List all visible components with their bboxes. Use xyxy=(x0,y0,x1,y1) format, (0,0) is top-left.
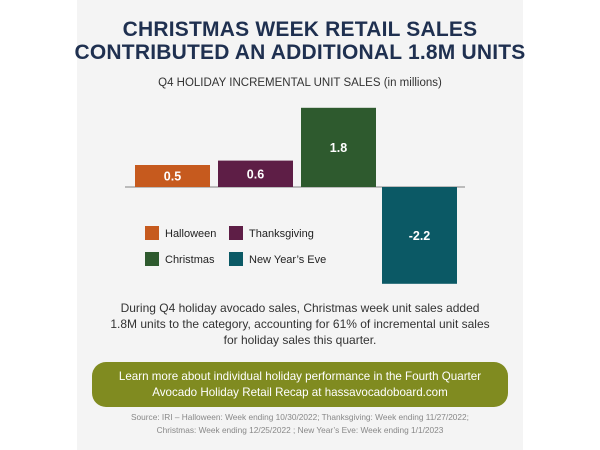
legend-swatch xyxy=(145,226,159,240)
bar-thanksgiving xyxy=(218,160,293,187)
bar-value-label: 0.6 xyxy=(247,167,264,181)
legend-swatch xyxy=(145,252,159,266)
source-line: Source: IRI – Halloween: Week ending 10/… xyxy=(131,412,469,422)
legend-label: New Year’s Eve xyxy=(249,254,326,266)
source-line: Christmas: Week ending 12/25/2022 ; New … xyxy=(156,424,444,435)
body-text: During Q4 holiday avocado sales, Christm… xyxy=(40,300,560,348)
body-line: for holiday sales this quarter. xyxy=(223,333,377,347)
headline-line-2: CONTRIBUTED AN ADDITIONAL 1.8M UNITS xyxy=(74,41,526,64)
bar-halloween xyxy=(135,165,210,187)
learn-more-banner[interactable]: Learn more about individual holiday perf… xyxy=(92,362,508,407)
cta-line: Avocado Holiday Retail Recap at hassavoc… xyxy=(152,385,448,399)
bar-new-year-s-eve xyxy=(382,187,457,284)
legend-label: Halloween xyxy=(165,228,216,240)
source-note: Source: IRI – Halloween: Week ending 10/… xyxy=(0,411,600,436)
bar-value-label: 0.5 xyxy=(164,170,181,184)
legend-label: Thanksgiving xyxy=(249,228,314,240)
bar-value-label: 1.8 xyxy=(330,141,347,155)
legend-swatch xyxy=(229,252,243,266)
legend-label: Christmas xyxy=(165,254,215,266)
legend-swatch xyxy=(229,226,243,240)
chart-title: Q4 HOLIDAY INCREMENTAL UNIT SALES (in mi… xyxy=(158,77,442,89)
body-line: During Q4 holiday avocado sales, Christm… xyxy=(120,301,480,315)
bar-value-label: -2.2 xyxy=(409,229,431,243)
bar-chart: 0.5 0.6 1.8 -2.2 Halloween Thanksgiving Christ… xyxy=(125,107,465,284)
body-line: 1.8M units to the category, accounting f… xyxy=(110,317,490,331)
headline-line-1: CHRISTMAS WEEK RETAIL SALES xyxy=(122,18,478,41)
bar-christmas xyxy=(301,107,376,187)
cta-line: Learn more about individual holiday perf… xyxy=(118,370,482,383)
